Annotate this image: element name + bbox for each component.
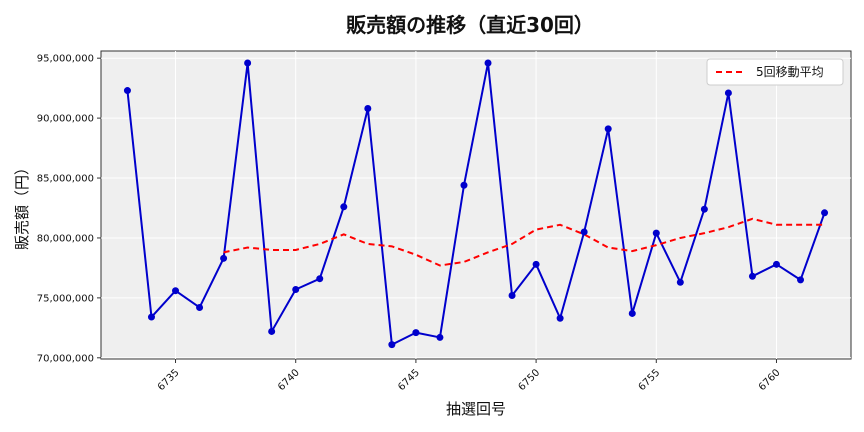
data-point-sales (196, 303, 204, 311)
data-point-sales (244, 59, 252, 67)
y-tick-label: 85,000,000 (37, 174, 94, 185)
data-point-sales (220, 254, 228, 262)
grid (101, 51, 851, 359)
legend: 5回移動平均 (706, 58, 844, 86)
data-point-sales (604, 125, 612, 133)
x-axis-label: 抽選回号 (446, 400, 506, 418)
y-tick-label: 80,000,000 (37, 233, 94, 244)
y-tick-label: 75,000,000 (37, 293, 94, 304)
data-point-sales (388, 341, 396, 349)
data-point-sales (532, 260, 540, 268)
y-tick-label: 70,000,000 (37, 353, 94, 364)
x-tick-label: 6755 (637, 367, 663, 393)
data-point-sales (147, 313, 155, 321)
data-point-sales (484, 59, 492, 67)
x-tick-label: 6745 (396, 367, 422, 393)
legend-label-moving-average: 5回移動平均 (756, 65, 824, 79)
data-point-sales (628, 309, 636, 317)
data-point-sales (508, 291, 516, 299)
chart-title: 販売額の推移（直近30回） (346, 13, 594, 37)
data-point-sales (748, 272, 756, 280)
data-point-sales (364, 105, 372, 113)
x-tick-label: 6740 (276, 367, 302, 393)
data-point-sales (652, 229, 660, 237)
y-axis-ticks: 70,000,000 75,000,000 80,000,000 85,000,000… (37, 54, 101, 364)
x-tick-label: 6735 (156, 367, 182, 393)
data-point-sales (797, 276, 805, 284)
legend-box (706, 58, 844, 86)
data-point-sales (724, 89, 732, 97)
data-point-sales (556, 314, 564, 322)
y-axis-label: 販売額（円） (13, 160, 31, 250)
data-point-sales (172, 287, 180, 295)
y-tick-label: 95,000,000 (37, 54, 94, 65)
series-line-moving-average (223, 217, 825, 267)
data-point-sales (340, 203, 348, 211)
plot-area (100, 50, 852, 360)
x-axis-ticks: 6735 6740 6745 6750 6755 6760 (156, 359, 783, 393)
series-line-sales (126, 61, 826, 346)
y-tick-label: 90,000,000 (37, 114, 94, 125)
data-point-sales (821, 209, 829, 217)
data-point-sales (580, 228, 588, 236)
series-layer (123, 59, 829, 349)
data-point-sales (123, 87, 131, 95)
data-point-sales (316, 275, 324, 283)
data-point-sales (412, 329, 420, 337)
data-point-sales (676, 278, 684, 286)
x-tick-label: 6750 (516, 367, 542, 393)
data-point-sales (772, 260, 780, 268)
data-point-sales (700, 205, 708, 213)
data-point-sales (268, 327, 276, 335)
x-tick-label: 6760 (757, 367, 783, 393)
data-point-sales (436, 333, 444, 341)
data-point-sales (460, 181, 468, 189)
data-point-sales (292, 285, 300, 293)
